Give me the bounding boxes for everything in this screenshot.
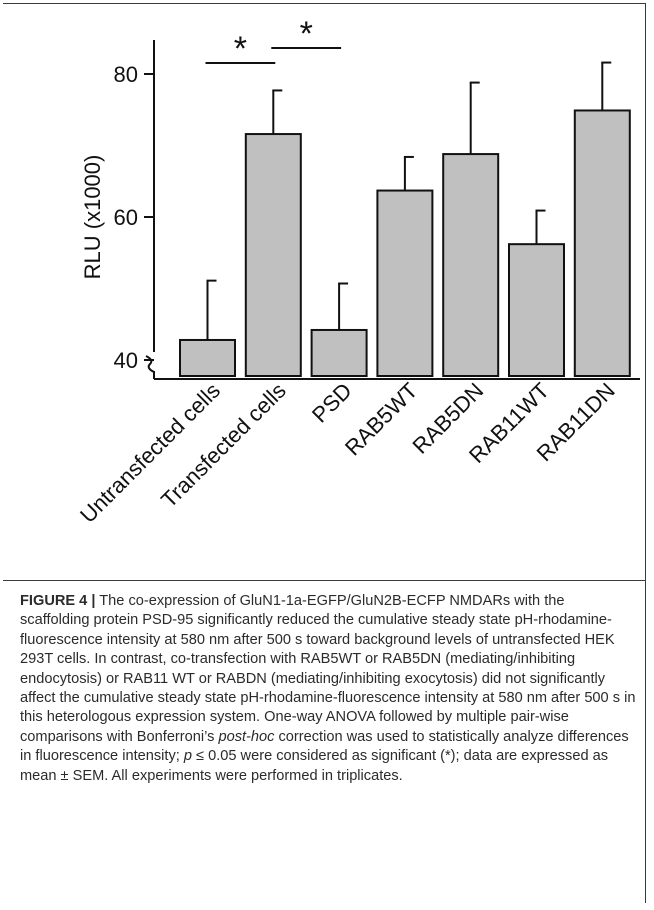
significance-star: * bbox=[234, 30, 247, 68]
caption-divider bbox=[3, 580, 646, 581]
caption-text-3: ≤ 0.05 were considered as significant (*… bbox=[20, 748, 609, 784]
bar bbox=[573, 109, 631, 377]
y-tick-label: 80 bbox=[114, 62, 138, 87]
x-tick-label: PSD bbox=[307, 378, 357, 428]
caption-text-1: The co-expression of GluN1-1a-EGFP/GluN2… bbox=[20, 593, 636, 745]
y-tick-label: 40 bbox=[114, 348, 138, 373]
bar bbox=[310, 328, 368, 377]
bar bbox=[376, 189, 434, 377]
figure-frame bbox=[3, 3, 646, 903]
caption-text-2: correction was used to statistically ana… bbox=[20, 728, 629, 765]
figure-caption: FIGURE 4 | The co-expression of GluN1-1a… bbox=[20, 592, 638, 786]
bar bbox=[442, 153, 500, 377]
significance-star: * bbox=[300, 15, 313, 53]
caption-emphasis-posthoc: post-hoc bbox=[218, 728, 275, 745]
y-axis-label: RLU (x1000) bbox=[80, 155, 105, 280]
x-tick-label: Transfected cells bbox=[156, 378, 291, 513]
caption-emphasis-p: p bbox=[183, 748, 192, 765]
figure-label: FIGURE 4 | bbox=[20, 593, 96, 609]
axis-break-mark bbox=[145, 355, 155, 373]
bar bbox=[179, 338, 236, 378]
y-tick-label: 60 bbox=[114, 205, 138, 230]
bar bbox=[508, 243, 565, 377]
bar bbox=[244, 133, 302, 377]
x-tick-label: RAB5WT bbox=[340, 378, 423, 461]
